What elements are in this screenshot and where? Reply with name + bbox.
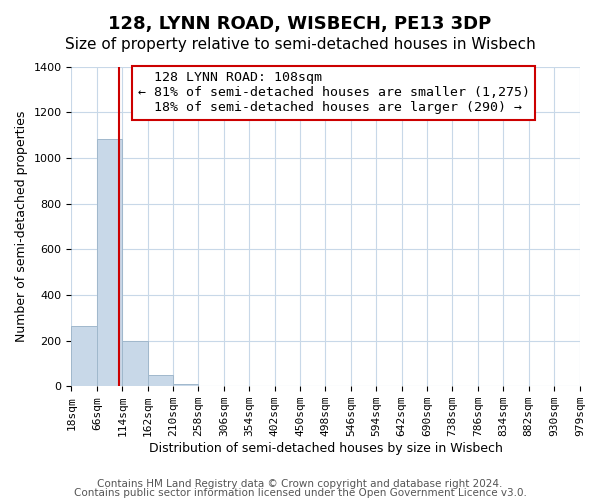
Text: 128 LYNN ROAD: 108sqm  
← 81% of semi-detached houses are smaller (1,275)
  18% : 128 LYNN ROAD: 108sqm ← 81% of semi-deta…	[137, 72, 530, 114]
Bar	[122, 342, 148, 386]
Bar	[148, 376, 173, 386]
Text: 128, LYNN ROAD, WISBECH, PE13 3DP: 128, LYNN ROAD, WISBECH, PE13 3DP	[109, 15, 491, 33]
Y-axis label: Number of semi-detached properties: Number of semi-detached properties	[15, 110, 28, 342]
Bar	[71, 326, 97, 386]
Text: Contains public sector information licensed under the Open Government Licence v3: Contains public sector information licen…	[74, 488, 526, 498]
Bar	[173, 384, 199, 386]
X-axis label: Distribution of semi-detached houses by size in Wisbech: Distribution of semi-detached houses by …	[149, 442, 503, 455]
Bar	[97, 139, 122, 386]
Text: Size of property relative to semi-detached houses in Wisbech: Size of property relative to semi-detach…	[65, 38, 535, 52]
Text: Contains HM Land Registry data © Crown copyright and database right 2024.: Contains HM Land Registry data © Crown c…	[97, 479, 503, 489]
